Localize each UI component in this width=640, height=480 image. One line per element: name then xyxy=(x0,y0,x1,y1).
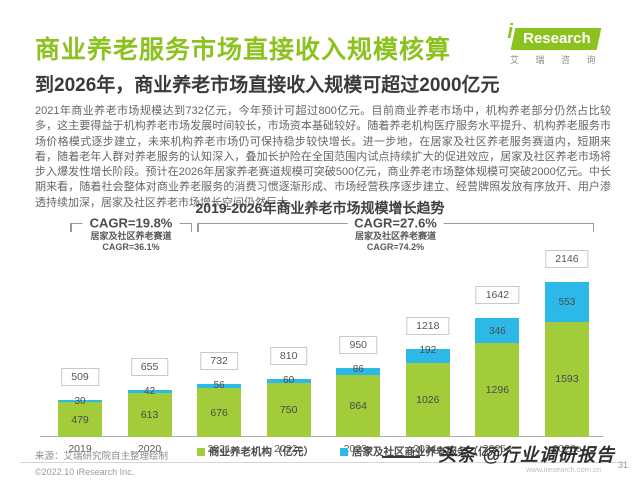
bar-group-2019: 509 30 479 2019 xyxy=(58,240,102,457)
bar-group-2020: 655 42 613 2020 xyxy=(127,240,172,457)
institution-segment: 864 xyxy=(336,374,381,437)
watermark-url: www.iresearch.com.cn xyxy=(525,465,601,474)
watermark-brand: 头条 xyxy=(438,445,477,465)
footer-divider xyxy=(20,462,625,463)
cagr-sublabel-left: 居家及社区养老赛道 CAGR=36.1% xyxy=(90,231,172,252)
home-community-value: 30 xyxy=(74,395,86,407)
home-community-segment xyxy=(197,384,242,389)
legend-item-home-community: 居家及社区商业养老服务（亿元） xyxy=(340,444,510,459)
x-axis-label: 2019 xyxy=(68,443,92,455)
institution-value: 613 xyxy=(140,408,159,421)
total-label: 509 xyxy=(61,367,99,386)
institution-value: 750 xyxy=(279,403,298,416)
total-label: 950 xyxy=(339,336,378,355)
x-axis-label: 2020 xyxy=(137,443,162,455)
watermark-handle: @行业调研报告 xyxy=(482,445,615,465)
legend-label-institution: 商业养老机构（亿元） xyxy=(209,446,314,458)
watermark: 头条 @行业调研报告 www.iresearch.com.cn xyxy=(382,441,615,474)
home-community-value: 42 xyxy=(144,385,156,397)
legend-label-home-community: 居家及社区商业养老服务（亿元） xyxy=(352,446,510,458)
total-label: 810 xyxy=(269,346,308,365)
home-community-segment xyxy=(127,389,172,393)
institution-segment: 1593 xyxy=(544,321,589,437)
legend-swatch-blue xyxy=(340,447,348,456)
legend-swatch-green xyxy=(197,447,205,456)
total-label: 1642 xyxy=(475,286,520,305)
cagr-sublabel-right: 居家及社区养老赛道 CAGR=74.2% xyxy=(354,231,436,252)
home-community-value: 553 xyxy=(558,296,576,308)
page-number: 31 xyxy=(617,460,628,470)
bar-group-2023e: 950 86 864 2023e xyxy=(336,240,381,457)
x-axis-label: 2021 xyxy=(207,443,231,455)
institution-value: 1593 xyxy=(555,373,579,386)
bar-chart: 509 30 479 2019 655 42 613 2020 732 56 6… xyxy=(58,240,589,457)
watermark-text: 头条 @行业调研报告 xyxy=(438,441,615,467)
cagr-label-total-right: CAGR=27.6% xyxy=(347,215,444,231)
institution-segment: 613 xyxy=(127,392,172,437)
bar-group-2026e: 2146 553 1593 2026e xyxy=(544,240,589,457)
page-subtitle: 到2026年，商业养老市场直接收入规模可超过2000亿元 xyxy=(35,75,500,96)
source-note: 来源：艾瑞研究院自主整理绘制 xyxy=(35,451,169,462)
institution-value: 1026 xyxy=(416,393,440,406)
institution-segment: 479 xyxy=(58,402,102,437)
total-label: 655 xyxy=(130,357,169,376)
iresearch-wordmark: Research xyxy=(523,30,591,47)
x-axis-label: 2022e xyxy=(274,443,304,455)
legend-item-institution: 商业养老机构（亿元） xyxy=(197,444,314,459)
institution-value: 479 xyxy=(71,413,89,426)
total-label: 2146 xyxy=(545,250,589,268)
institution-value: 864 xyxy=(349,399,368,412)
x-axis-label: 2026e xyxy=(552,443,582,455)
home-community-segment xyxy=(544,282,589,322)
cagr-bracket-2019-2021: CAGR=19.8% 居家及社区养老赛道 CAGR=36.1% xyxy=(70,215,192,252)
home-community-value: 56 xyxy=(213,380,225,392)
institution-segment: 1296 xyxy=(475,343,520,437)
iresearch-chinese-name: 艾 瑞 咨 询 xyxy=(510,55,603,65)
bar-group-2021: 732 56 676 2021 xyxy=(197,240,242,457)
x-axis-line xyxy=(40,436,603,437)
home-community-segment xyxy=(336,368,381,375)
institution-value: 1296 xyxy=(485,384,510,397)
institution-value: 676 xyxy=(210,406,228,419)
bar-group-2022e: 810 60 750 2022e xyxy=(266,240,311,457)
home-community-segment xyxy=(58,399,102,403)
x-axis-label: 2023e xyxy=(343,443,373,455)
iresearch-i-icon: i xyxy=(507,21,514,43)
home-community-segment xyxy=(405,349,450,363)
institution-segment: 750 xyxy=(266,382,311,437)
home-community-value: 192 xyxy=(419,345,437,357)
watermark-underline xyxy=(382,456,420,458)
bar-group-2024e: 1218 192 1026 2024e xyxy=(405,240,450,457)
chart-legend: 商业养老机构（亿元） 居家及社区商业养老服务（亿元） xyxy=(197,444,510,459)
iresearch-logo: i Research 艾 瑞 咨 询 xyxy=(508,21,603,66)
total-label: 1218 xyxy=(406,317,450,336)
x-axis-label: 2025e xyxy=(482,443,512,455)
chart-title: 2019-2026年商业养老市场规模增长趋势 xyxy=(195,200,445,216)
home-community-segment xyxy=(266,378,311,383)
x-axis-label: 2024e xyxy=(413,443,443,455)
cagr-bracket-2021-2026: CAGR=27.6% 居家及社区养老赛道 CAGR=74.2% xyxy=(197,215,594,252)
home-community-value: 86 xyxy=(352,364,364,376)
copyright-note: ©2022.10 iResearch Inc. xyxy=(35,467,135,477)
home-community-value: 60 xyxy=(283,374,295,386)
home-community-value: 346 xyxy=(489,325,506,337)
body-paragraph: 2021年商业养老市场规模达到732亿元，今年预计可超过800亿元。目前商业养老… xyxy=(35,105,611,209)
institution-segment: 676 xyxy=(197,388,242,437)
page-title: 商业养老服务市场直接收入规模核算 xyxy=(35,36,452,64)
total-label: 732 xyxy=(200,352,238,371)
home-community-segment xyxy=(475,318,520,344)
cagr-label-total-left: CAGR=19.8% xyxy=(82,215,180,231)
institution-segment: 1026 xyxy=(405,362,450,437)
bar-group-2025e: 1642 346 1296 2025e xyxy=(475,240,520,457)
iresearch-banner: i Research xyxy=(508,21,602,50)
